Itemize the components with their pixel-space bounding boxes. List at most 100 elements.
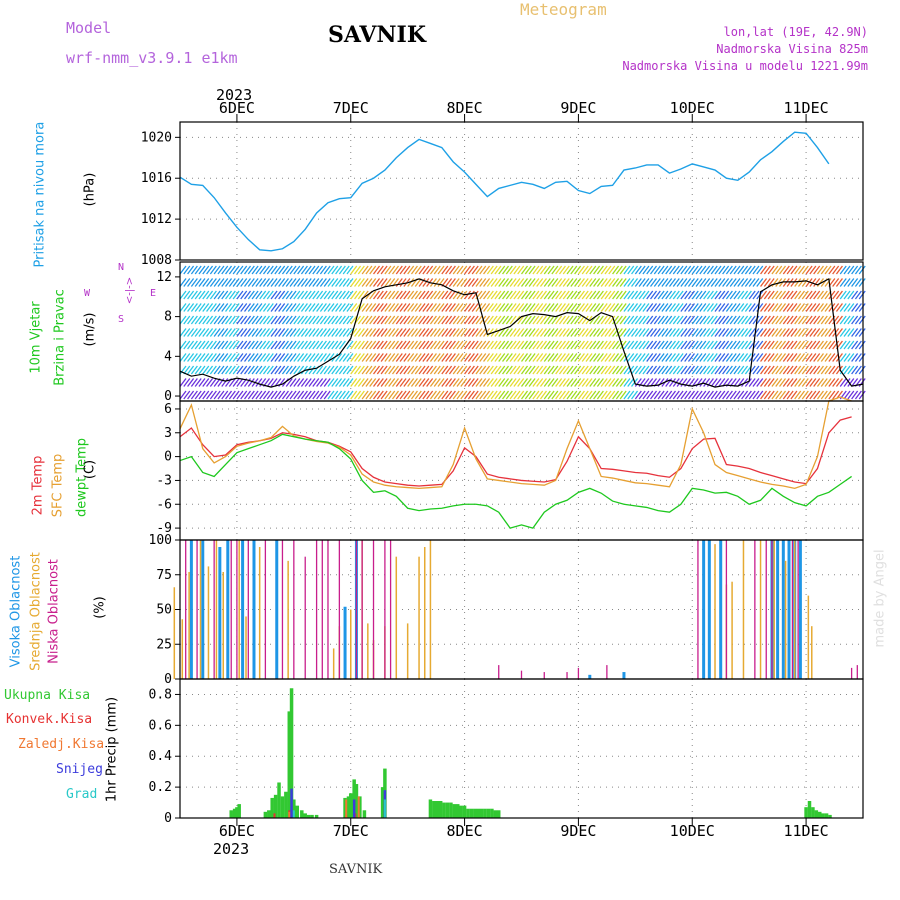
wind-arrow	[832, 390, 840, 400]
wind-arrow	[695, 353, 703, 362]
wind-arrow	[574, 378, 582, 387]
wind-arrow	[483, 340, 491, 350]
wind-arrow	[357, 278, 365, 287]
wind-arrow	[247, 353, 255, 362]
wind-arrow	[221, 278, 229, 287]
wind-arrow	[297, 328, 305, 337]
wind-arrow	[801, 340, 809, 350]
wind-arrow	[194, 353, 202, 362]
wind-arrow	[452, 365, 460, 375]
wind-arrow	[543, 340, 551, 350]
wind-arrow	[763, 315, 771, 325]
wind-arrow	[691, 328, 699, 337]
wind-arrow	[574, 328, 582, 337]
wind-arrow	[703, 378, 711, 387]
wind-arrow	[448, 353, 456, 362]
wind-arrow	[251, 365, 259, 375]
wind-arrow	[782, 303, 790, 312]
wind-arrow	[847, 315, 855, 325]
wind-arrow	[835, 378, 843, 387]
wind-arrow	[752, 378, 760, 387]
wind-arrow	[289, 328, 297, 337]
wind-arrow	[528, 303, 536, 312]
wind-arrow	[574, 303, 582, 312]
wind-arrow	[824, 365, 832, 375]
wind-tick-label: 12	[156, 270, 172, 285]
wind-arrow	[456, 290, 464, 300]
wind-arrow	[722, 353, 730, 362]
wind-arrow	[794, 340, 802, 350]
wind-arrow	[680, 315, 688, 325]
wind-arrow	[327, 328, 335, 337]
wind-arrow	[752, 278, 760, 287]
wind-arrow	[369, 365, 377, 375]
wind-arrow	[760, 303, 768, 312]
wind-arrow	[524, 278, 532, 287]
wind-arrow	[308, 353, 316, 362]
wind-arrow	[687, 365, 695, 375]
wind-arrow	[270, 290, 278, 300]
wind-arrow	[467, 340, 475, 350]
wind-arrow	[805, 303, 813, 312]
wind-arrow	[361, 365, 369, 375]
wind-arrow	[183, 290, 191, 300]
wind-arrow	[733, 278, 741, 287]
wind-arrow	[820, 353, 828, 362]
wind-arrow	[206, 290, 214, 300]
wind-arrow	[539, 353, 547, 362]
wind-arrow	[665, 353, 673, 362]
wind-arrow	[547, 328, 555, 337]
wind-arrow	[414, 265, 422, 275]
wind-arrow	[539, 340, 547, 350]
wind-arrow	[676, 378, 684, 387]
wind-arrow	[684, 328, 692, 337]
wind-arrow	[581, 390, 589, 400]
wind-arrow	[634, 290, 642, 300]
wind-arrow	[198, 303, 206, 312]
wind-arrow	[209, 278, 217, 287]
wind-arrow	[729, 365, 737, 375]
wind-arrow	[479, 290, 487, 300]
wind-arrow	[513, 340, 521, 350]
wind-arrow	[699, 378, 707, 387]
wind-arrow	[319, 315, 327, 325]
wind-arrow	[820, 365, 828, 375]
bottom-year-label: 2023	[213, 840, 250, 858]
wind-arrow	[809, 315, 817, 325]
wind-arrow	[319, 278, 327, 287]
wind-arrow	[179, 290, 187, 300]
wind-arrow	[498, 378, 506, 387]
wind-arrow	[779, 303, 787, 312]
wind-arrow	[539, 265, 547, 275]
wind-arrow	[471, 353, 479, 362]
wind-arrow	[441, 365, 449, 375]
wind-arrow	[498, 290, 506, 300]
wind-arrow	[513, 328, 521, 337]
wind-arrow	[813, 303, 821, 312]
wind-arrow	[319, 303, 327, 312]
wind-arrow	[858, 315, 866, 325]
wind-arrow	[779, 265, 787, 275]
wind-arrow	[304, 315, 312, 325]
wind-arrow	[300, 378, 308, 387]
wind-arrow	[460, 353, 468, 362]
wind-arrow	[259, 365, 267, 375]
wind-arrow	[179, 303, 187, 312]
wind-arrow	[183, 353, 191, 362]
wind-arrow	[797, 278, 806, 287]
wind-arrow	[376, 328, 384, 337]
wind-arrow	[684, 340, 692, 350]
wind-arrow	[464, 303, 472, 312]
wind-arrow	[354, 378, 362, 387]
wind-arrow	[209, 265, 217, 275]
wind-arrow	[608, 328, 616, 337]
wind-arrow	[843, 378, 851, 387]
wind-arrow	[327, 278, 335, 287]
wind-arrow	[634, 328, 642, 337]
wind-arrow	[517, 340, 525, 350]
wind-arrow	[570, 303, 578, 312]
wind-arrow	[763, 265, 771, 275]
wind-arrow	[585, 378, 593, 387]
temp-tick-label: 6	[164, 402, 172, 417]
wind-arrow	[631, 390, 639, 400]
